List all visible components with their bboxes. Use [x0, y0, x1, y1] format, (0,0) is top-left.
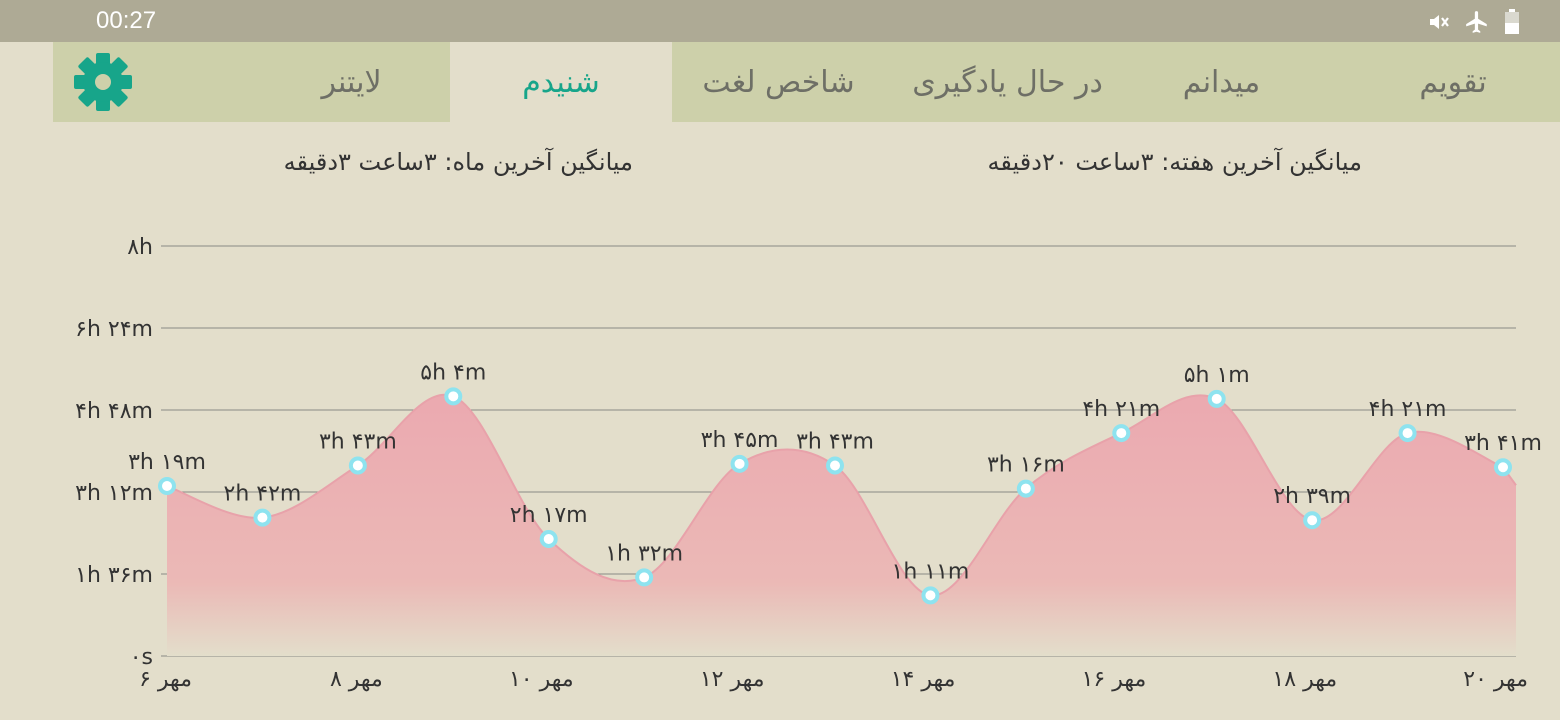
- airplane-icon: [1466, 11, 1487, 33]
- series-line: [166, 393, 1517, 597]
- month-average: میانگین آخرین ماه: ۳ساعت ۳دقیقه: [283, 148, 633, 176]
- tab-word-index[interactable]: شاخص لغت: [702, 64, 855, 100]
- mute-icon: [1430, 15, 1449, 29]
- x-tick-label: ۱۴ مهر: [891, 667, 956, 692]
- y-tick-label: ۸h: [127, 235, 153, 260]
- settings-button[interactable]: [73, 52, 133, 112]
- data-point[interactable]: [1207, 389, 1226, 408]
- data-label: ۳h ۱۹m: [128, 450, 206, 475]
- series-area: [167, 394, 1516, 656]
- x-tick-label: ۱۸ مهر: [1272, 667, 1337, 692]
- y-tick-label: ۴h ۴۸m: [75, 399, 153, 424]
- data-label: ۳h ۴۳m: [796, 430, 874, 455]
- data-point[interactable]: [253, 508, 272, 527]
- data-point[interactable]: [730, 454, 749, 473]
- data-point[interactable]: [1398, 424, 1417, 443]
- data-label: ۵h ۴m: [420, 360, 486, 385]
- week-average: میانگین آخرین هفته: ۳ساعت ۲۰دقیقه: [987, 148, 1362, 176]
- data-label: ۳h ۴۱m: [1464, 431, 1542, 456]
- data-label: ۴h ۲۱m: [1369, 397, 1447, 422]
- y-tick-label: ۰s: [130, 645, 153, 670]
- status-icons: [1426, 9, 1520, 35]
- y-tick-label: ۳h ۱۲m: [75, 481, 153, 506]
- x-tick-label: ۸ مهر: [330, 667, 383, 692]
- status-clock: 00:27: [96, 7, 157, 34]
- x-tick-label: ۲۰ مهر: [1463, 667, 1528, 692]
- data-point[interactable]: [1303, 511, 1322, 530]
- data-label: ۲h ۳۹m: [1273, 484, 1351, 509]
- tab-i-know[interactable]: میدانم: [1182, 64, 1261, 100]
- x-tick-label: ۶ مهر: [139, 667, 192, 692]
- data-point[interactable]: [348, 456, 367, 475]
- battery-icon: [1505, 9, 1519, 34]
- data-point[interactable]: [1112, 424, 1131, 443]
- tab-heard[interactable]: شنیدم: [450, 42, 672, 122]
- data-point[interactable]: [539, 529, 558, 548]
- data-point[interactable]: [635, 568, 654, 587]
- data-point[interactable]: [826, 456, 844, 475]
- y-tick-label: ۱h ۳۶m: [75, 563, 153, 588]
- data-label: ۱h ۳۲m: [605, 541, 683, 566]
- data-label: ۳h ۱۶m: [987, 453, 1065, 478]
- data-label: ۱h ۱۱m: [892, 559, 970, 584]
- data-point[interactable]: [921, 586, 940, 605]
- x-tick-label: ۱۰ مهر: [509, 667, 574, 692]
- data-label: ۴h ۲۱m: [1082, 397, 1160, 422]
- status-bar: 00:27: [0, 0, 1560, 42]
- data-point[interactable]: [158, 477, 176, 496]
- data-label: ۳h ۴۵m: [701, 428, 779, 453]
- data-label: ۵h ۱m: [1184, 363, 1250, 388]
- gear-icon: [74, 53, 132, 111]
- data-point[interactable]: [1016, 479, 1035, 498]
- tab-calendar[interactable]: تقویم: [1419, 64, 1487, 100]
- tab-bar: لایتنر شنیدم شاخص لغت در حال یادگیری مید…: [53, 42, 1560, 122]
- tab-learning[interactable]: در حال یادگیری: [912, 64, 1103, 100]
- x-tick-label: ۱۲ مهر: [700, 667, 765, 692]
- data-point[interactable]: [444, 387, 463, 406]
- data-label: ۲h ۱۷m: [510, 503, 588, 528]
- data-label: ۲h ۴۲m: [224, 482, 302, 507]
- data-point[interactable]: [1494, 458, 1512, 477]
- tab-leitner[interactable]: لایتنر: [321, 64, 382, 100]
- x-tick-label: ۱۶ مهر: [1082, 667, 1147, 692]
- y-tick-label: ۶h ۲۴m: [75, 317, 153, 342]
- data-label: ۳h ۴۳m: [319, 430, 397, 455]
